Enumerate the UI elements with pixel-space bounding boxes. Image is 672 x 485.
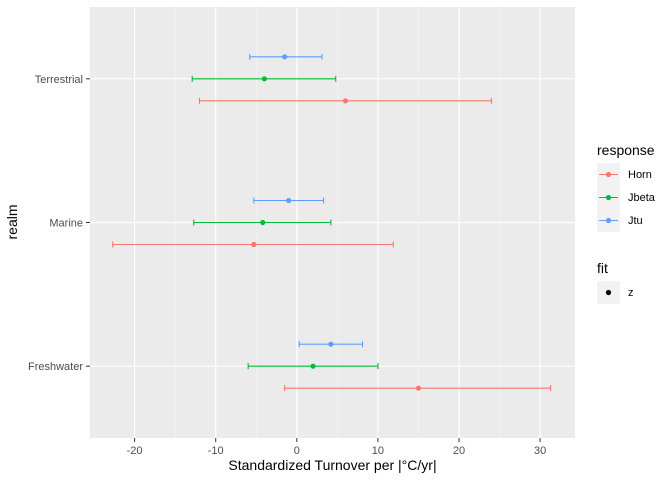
data-point: [286, 197, 292, 204]
data-point: [261, 76, 267, 82]
legend-color-title: response: [597, 142, 655, 158]
legend-shape-items: z: [597, 281, 634, 304]
data-point: [282, 54, 288, 60]
legend-label: Horn: [628, 169, 652, 181]
legend-label: Jbeta: [628, 192, 656, 204]
pointrange-horn-marine: [112, 241, 394, 248]
x-tick-label: -10: [208, 445, 224, 457]
legend-key-point: [605, 194, 612, 201]
x-tick-label: 20: [453, 445, 465, 457]
pointrange-jtu-marine: [253, 197, 325, 204]
axes-layer: -20 -10 0 10 20 30 Freshwater Marine Terrestrial: [28, 74, 546, 457]
y-axis-title: realm: [4, 204, 20, 239]
data-point: [260, 219, 266, 226]
y-tick-label: Marine: [49, 218, 83, 230]
legend-shape-title: fit: [597, 260, 608, 276]
data-point: [328, 341, 334, 347]
pointrange-jtu-freshwater: [298, 341, 364, 348]
y-tick-label: Freshwater: [28, 361, 83, 373]
data-point: [342, 98, 349, 104]
y-tick-label: Terrestrial: [35, 74, 83, 86]
legend-color-items: Horn Jbeta Jtu: [597, 163, 656, 232]
legend-label: z: [628, 287, 634, 299]
legend-key-point: [605, 171, 612, 178]
pointrange-horn-freshwater: [284, 385, 552, 392]
x-tick-label: 0: [294, 445, 300, 457]
pointrange-jbeta-terrestrial: [191, 75, 337, 82]
legend-key-point: [605, 289, 612, 296]
data-point: [310, 363, 316, 369]
legend: response Horn Jbeta Jtu fit z: [597, 142, 656, 304]
data-point: [251, 241, 257, 248]
marks-layer: [112, 53, 552, 392]
pointrange-jbeta-marine: [193, 219, 332, 226]
x-tick-label: -20: [127, 445, 143, 457]
pointrange-jtu-terrestrial: [249, 53, 323, 60]
x-tick-label: 30: [534, 445, 546, 457]
pointrange-jbeta-freshwater: [247, 363, 379, 370]
legend-label: Jtu: [628, 215, 643, 227]
x-axis-title: Standardized Turnover per |°C/yr|: [228, 457, 436, 473]
data-point: [415, 385, 422, 391]
pointrange-horn-terrestrial: [198, 97, 493, 104]
x-tick-label: 10: [372, 445, 384, 457]
legend-key-point: [605, 217, 612, 224]
